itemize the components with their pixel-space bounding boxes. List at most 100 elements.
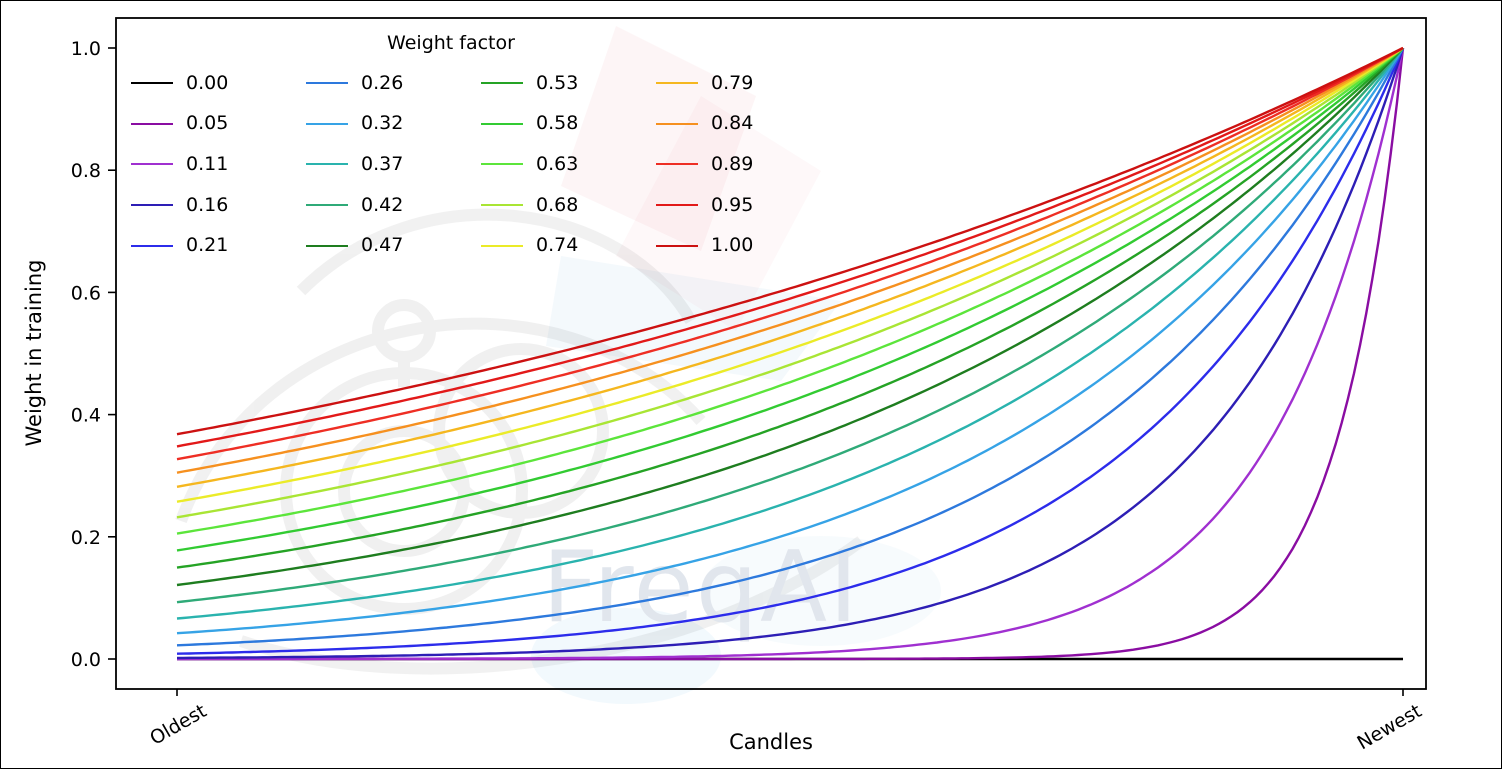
series-curve-0.42 [176,47,1404,604]
series-curve-1.00 [176,46,1404,436]
legend-label: 0.68 [536,193,579,216]
legend-entry: 1.00 [656,236,831,255]
legend-entry: 0.84 [656,114,831,133]
legend-entry: 0.26 [306,71,481,94]
legend-label: 0.79 [711,71,754,94]
legend-line-swatch [656,122,698,125]
legend-label: 0.00 [186,71,229,94]
series-curve-0.95 [176,46,1404,448]
legend-entry: 0.47 [306,236,481,255]
x-axis-label: Candles [729,730,813,754]
watermark-text: FreqAI [542,531,860,645]
legend-label: 0.89 [711,152,754,175]
legend-label: 0.84 [711,112,754,135]
legend: Weight factor 0.00 0.05 0.11 0.16 0.21 0.26 0.… [131,32,831,266]
series-curve-0.11 [177,47,1405,661]
legend-title: Weight factor [387,32,515,54]
legend-label: 0.11 [186,152,229,175]
legend-entry: 0.21 [131,236,306,255]
legend-line-swatch [306,244,348,247]
legend-entry: 0.32 [306,114,481,133]
legend-label: 0.42 [361,193,404,216]
weight-curves [176,46,1405,661]
x-axis-ticks [176,689,1404,696]
legend-label: 0.16 [186,193,229,216]
legend-entry: 0.95 [656,193,831,216]
legend-line-swatch [481,82,523,85]
legend-entry: 0.58 [481,114,656,133]
series-curve-0.68 [176,47,1404,519]
series-curve-0.74 [176,47,1404,503]
series-curve-0.53 [176,47,1404,569]
series-curve-0.89 [176,46,1404,461]
series-curve-0.63 [176,47,1404,535]
legend-label: 1.00 [711,234,754,257]
legend-entries: 0.00 0.05 0.11 0.16 0.21 0.26 0.32 0.37 0.42 0.47… [131,63,831,266]
watermark-wave-shape [546,256,841,381]
y-tick-label: 1.0 [71,38,101,60]
y-tick-label: 0.8 [71,160,101,182]
legend-line-swatch [306,122,348,125]
legend-line-swatch [131,122,173,125]
legend-entry: 0.68 [481,193,656,216]
y-tick-label: 0.2 [71,527,101,549]
legend-entry: 0.37 [306,152,481,175]
legend-label: 0.58 [536,112,579,135]
legend-line-swatch [656,163,698,166]
legend-entry: 0.79 [656,71,831,94]
legend-label: 0.32 [361,112,404,135]
legend-entry: 0.53 [481,71,656,94]
series-curve-0.37 [176,47,1404,620]
y-axis-ticks: 0.0 0.2 0.4 0.6 0.8 1.0 [71,38,116,671]
series-curve-0.79 [176,46,1404,488]
legend-line-swatch [306,163,348,166]
legend-entry: 0.74 [481,236,656,255]
legend-entry: 0.89 [656,152,831,175]
legend-line-swatch [481,204,523,207]
legend-label: 0.95 [711,193,754,216]
legend-line-swatch [481,244,523,247]
legend-label: 0.63 [536,152,579,175]
legend-line-swatch [131,204,173,207]
legend-label: 0.26 [361,71,404,94]
legend-entry: 0.42 [306,193,481,216]
series-curve-0.16 [177,47,1405,660]
series-curve-0.47 [176,47,1404,587]
y-tick-label: 0.0 [71,649,101,671]
legend-label: 0.05 [186,112,229,135]
series-curve-0.26 [176,47,1405,647]
legend-entry: 0.11 [131,152,306,175]
legend-label: 0.74 [536,234,579,257]
y-axis-label: Weight in training [22,259,46,447]
axes-spines [115,17,1427,690]
watermark-wave-shape [531,608,721,704]
legend-label: 0.21 [186,234,229,257]
legend-entry: 0.05 [131,114,306,133]
series-curve-0.32 [176,47,1405,635]
legend-line-swatch [306,82,348,85]
y-tick-label: 0.4 [71,405,101,427]
legend-line-swatch [656,244,698,247]
legend-entry: 0.63 [481,152,656,175]
legend-entry: 0.00 [131,71,306,94]
legend-line-swatch [656,204,698,207]
legend-line-swatch [306,204,348,207]
series-curve-0.21 [176,47,1405,655]
legend-entry: 0.16 [131,193,306,216]
watermark-petal-shape [616,96,821,331]
legend-line-swatch [131,82,173,85]
legend-line-swatch [656,82,698,85]
series-curve-0.84 [176,46,1404,474]
legend-line-swatch [131,163,173,166]
legend-label: 0.47 [361,234,404,257]
series-curve-0.58 [176,47,1404,552]
legend-line-swatch [481,122,523,125]
y-tick-label: 0.6 [71,282,101,304]
legend-line-swatch [481,163,523,166]
legend-line-swatch [131,244,173,247]
legend-label: 0.53 [536,71,579,94]
watermark-petal-shape [561,26,756,251]
legend-label: 0.37 [361,152,404,175]
